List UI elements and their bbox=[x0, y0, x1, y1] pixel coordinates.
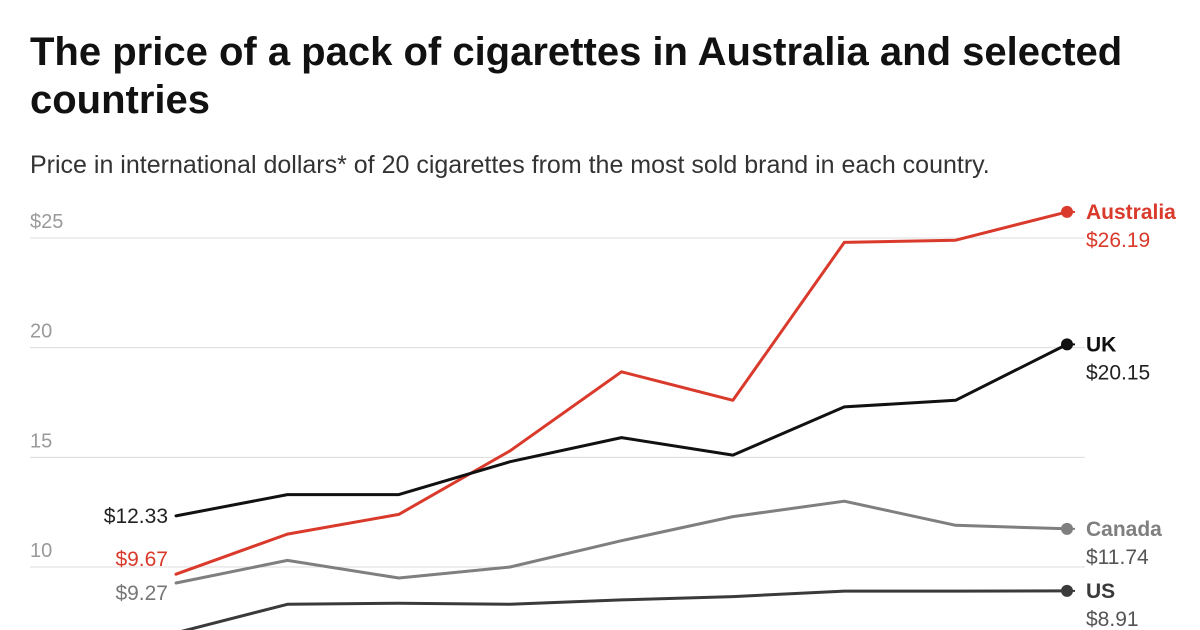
end-value-us: $8.91 bbox=[1086, 608, 1139, 630]
y-tick-label-10: 10 bbox=[30, 540, 52, 562]
start-value-australia: $9.67 bbox=[115, 548, 168, 571]
start-value-canada: $9.27 bbox=[115, 582, 168, 605]
chart-subtitle: Price in international dollars* of 20 ci… bbox=[30, 151, 990, 179]
series-name-us: US bbox=[1086, 580, 1115, 603]
series-lines bbox=[174, 210, 1069, 630]
series-name-australia: Australia bbox=[1086, 201, 1176, 224]
y-tick-label-25: $25 bbox=[30, 211, 63, 233]
series-line-australia bbox=[174, 210, 1069, 576]
series-line-uk bbox=[174, 342, 1069, 518]
gridlines bbox=[30, 237, 1085, 568]
end-marker-uk bbox=[1061, 338, 1073, 351]
end-value-australia: $26.19 bbox=[1086, 229, 1150, 252]
end-marker-us bbox=[1061, 584, 1073, 597]
series-name-canada: Canada bbox=[1086, 518, 1162, 541]
y-axis-ticks: $25 20 15 10 bbox=[30, 211, 63, 562]
chart-title: The price of a pack of cigarettes in Aus… bbox=[30, 30, 1123, 122]
y-tick-label-20: 20 bbox=[30, 321, 52, 343]
series-line-us bbox=[180, 589, 1069, 630]
start-value-uk: $12.33 bbox=[104, 505, 168, 528]
y-tick-label-15: 15 bbox=[30, 430, 52, 452]
series-labels: Australia $26.19 $9.67 UK $20.15 $12.33 Canada… bbox=[104, 201, 1176, 630]
end-marker-australia bbox=[1061, 205, 1073, 218]
end-value-uk: $20.15 bbox=[1086, 361, 1150, 384]
end-value-canada: $11.74 bbox=[1086, 546, 1149, 569]
series-name-uk: UK bbox=[1086, 333, 1116, 356]
end-marker-canada bbox=[1061, 522, 1073, 535]
series-line-canada bbox=[174, 499, 1069, 585]
